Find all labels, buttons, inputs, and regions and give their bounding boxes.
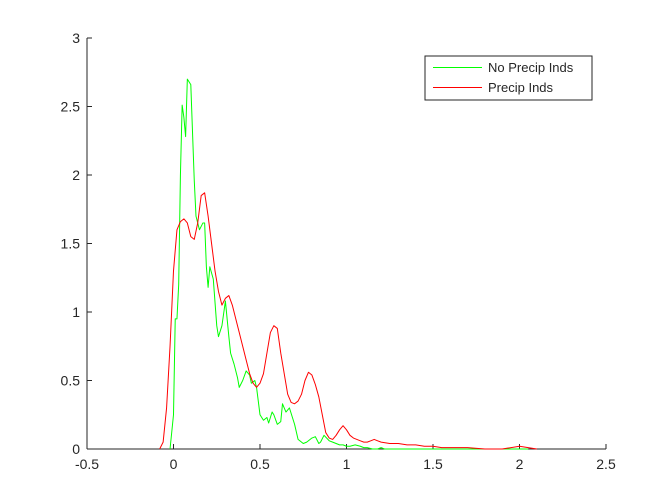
x-tick-label: 1.5 <box>423 456 443 472</box>
series-line-no-precip <box>169 78 529 450</box>
y-tick-label: 0.5 <box>61 373 81 389</box>
x-tick-label: 0.5 <box>250 456 270 472</box>
x-tick-label: 2.5 <box>596 456 616 472</box>
y-tick-label: 2.5 <box>61 99 81 115</box>
y-tick-label: 2 <box>72 167 80 183</box>
x-tick-label: -0.5 <box>75 456 99 472</box>
legend-label-no-precip: No Precip Inds <box>488 60 574 75</box>
x-ticks: -0.5 0 0.5 1 1.5 2 2.5 <box>75 444 616 472</box>
legend: No Precip Inds Precip Inds <box>424 55 593 101</box>
x-tick-label: 2 <box>516 456 524 472</box>
legend-label-precip: Precip Inds <box>488 80 554 95</box>
y-ticks: 0 0.5 1 1.5 2 2.5 3 <box>61 30 92 457</box>
y-tick-label: 1 <box>72 304 80 320</box>
y-tick-label: 0 <box>72 441 80 457</box>
plot-area: -0.5 0 0.5 1 1.5 2 2.5 00.511.522.53 <box>61 30 616 472</box>
y-tick-label: 1.5 <box>61 236 81 252</box>
y-tick-label: 3 <box>72 30 80 46</box>
x-tick-label: 1 <box>343 456 351 472</box>
series-line-precip <box>159 192 537 450</box>
series-group <box>159 78 537 450</box>
x-tick-label: 0 <box>170 456 178 472</box>
legend-box <box>424 55 593 101</box>
